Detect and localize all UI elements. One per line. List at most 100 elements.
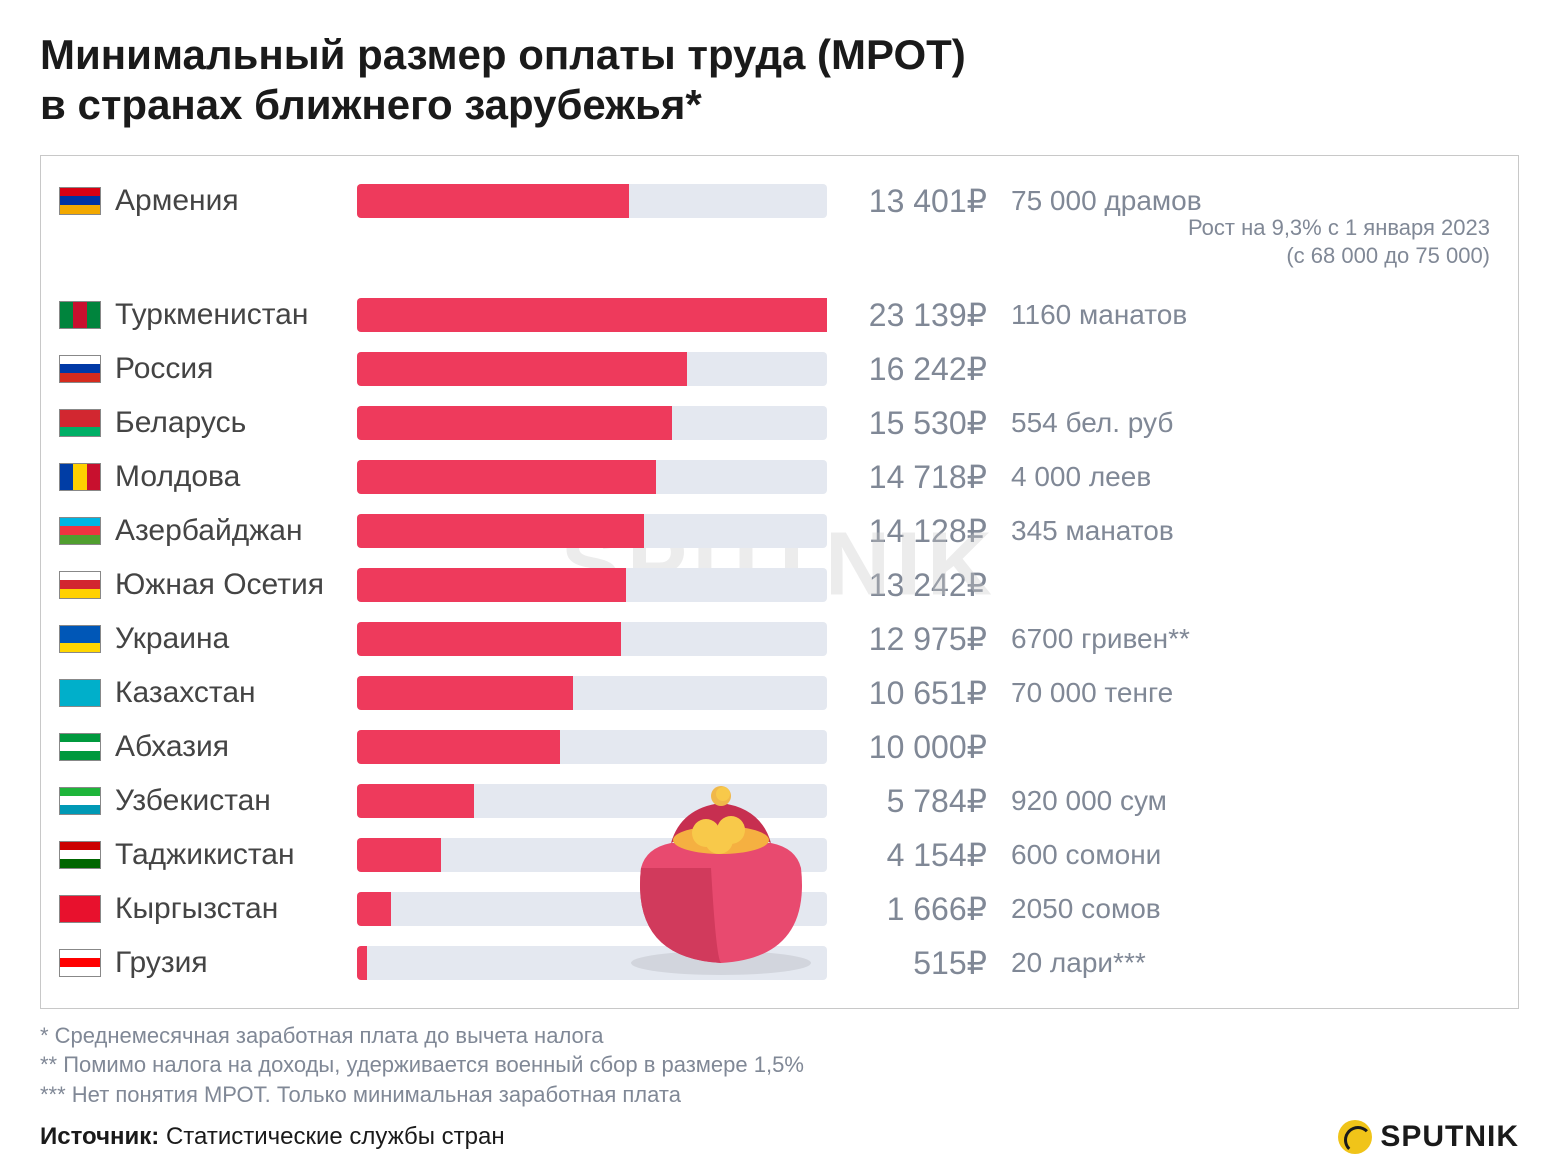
bar-fill	[357, 838, 441, 872]
chart-row: Украина 12 975₽6700 гривен**	[59, 612, 1490, 666]
flag-icon	[59, 895, 101, 923]
value-local: 2050 сомов	[1003, 893, 1161, 925]
subnote-line-1: Рост на 9,3% с 1 января 2023	[1188, 214, 1490, 243]
title-line-2: в странах ближнего зарубежья*	[40, 81, 702, 128]
flag-icon	[59, 571, 101, 599]
chart-row: Казахстан 10 651₽70 000 тенге	[59, 666, 1490, 720]
chart-row: Южная Осетия 13 242₽	[59, 558, 1490, 612]
country-label: Абхазия	[109, 730, 349, 764]
bar-track	[357, 352, 827, 386]
footnote-3: *** Нет понятия МРОТ. Только минимальная…	[40, 1080, 1519, 1110]
bar-fill	[357, 514, 644, 548]
value-local: 70 000 тенге	[1003, 677, 1173, 709]
footnote-1: * Среднемесячная заработная плата до выч…	[40, 1021, 1519, 1051]
value-local: 345 манатов	[1003, 515, 1174, 547]
chart-row: Кыргызстан 1 666₽2050 сомов	[59, 882, 1490, 936]
country-label: Казахстан	[109, 676, 349, 710]
value-local: 75 000 драмов	[1003, 185, 1202, 217]
value-rub: 10 000₽	[835, 728, 995, 766]
value-rub: 12 975₽	[835, 620, 995, 658]
value-rub: 5 784₽	[835, 782, 995, 820]
flag-icon	[59, 409, 101, 437]
country-label: Таджикистан	[109, 838, 349, 872]
country-label: Узбекистан	[109, 784, 349, 818]
bar-track	[357, 622, 827, 656]
country-label: Молдова	[109, 460, 349, 494]
flag-icon	[59, 463, 101, 491]
bar-track	[357, 568, 827, 602]
logo-text: SPUTNIK	[1380, 1120, 1519, 1154]
bar-fill	[357, 568, 626, 602]
logo-icon	[1338, 1120, 1372, 1154]
row-subnote: Рост на 9,3% с 1 января 2023(с 68 000 до…	[1188, 214, 1490, 271]
bar-fill	[357, 622, 621, 656]
chart-row: Грузия515₽20 лари***	[59, 936, 1490, 990]
chart-row: Узбекистан5 784₽920 000 сум	[59, 774, 1490, 828]
source-row: Источник: Статистические службы стран SP…	[40, 1120, 1519, 1154]
chart-container: SPUTNIK Армения13 401₽75 000 драмовТуркм…	[40, 155, 1519, 1009]
country-label: Кыргызстан	[109, 892, 349, 926]
bar-fill	[357, 298, 827, 332]
bar-track	[357, 946, 827, 980]
country-label: Азербайджан	[109, 514, 349, 548]
bar-fill	[357, 352, 687, 386]
chart-row: Молдова 14 718₽4 000 леев	[59, 450, 1490, 504]
page-title: Минимальный размер оплаты труда (МРОТ) в…	[40, 30, 1519, 131]
bar-track	[357, 460, 827, 494]
country-label: Армения	[109, 184, 349, 218]
bar-fill	[357, 406, 672, 440]
flag-icon	[59, 679, 101, 707]
value-rub: 14 128₽	[835, 512, 995, 550]
value-local: 554 бел. руб	[1003, 407, 1173, 439]
chart-row: Азербайджан 14 128₽345 манатов	[59, 504, 1490, 558]
flag-icon	[59, 517, 101, 545]
chart-row: Беларусь 15 530₽554 бел. руб	[59, 396, 1490, 450]
subnote-line-2: (с 68 000 до 75 000)	[1188, 242, 1490, 271]
bar-fill	[357, 892, 391, 926]
source-value: Статистические службы стран	[166, 1123, 505, 1150]
country-label: Южная Осетия	[109, 568, 349, 602]
footnotes: * Среднемесячная заработная плата до выч…	[40, 1021, 1519, 1110]
bar-track	[357, 406, 827, 440]
bar-fill	[357, 184, 629, 218]
country-label: Грузия	[109, 946, 349, 980]
country-label: Беларусь	[109, 406, 349, 440]
bar-track	[357, 514, 827, 548]
value-local: 6700 гривен**	[1003, 623, 1190, 655]
chart-row: Россия 16 242₽	[59, 342, 1490, 396]
value-local: 4 000 леев	[1003, 461, 1151, 493]
bar-track	[357, 892, 827, 926]
value-rub: 4 154₽	[835, 836, 995, 874]
bar-fill	[357, 730, 560, 764]
bar-track	[357, 838, 827, 872]
value-rub: 16 242₽	[835, 350, 995, 388]
bar-fill	[357, 784, 474, 818]
chart-row: Таджикистан 4 154₽600 сомони	[59, 828, 1490, 882]
value-rub: 15 530₽	[835, 404, 995, 442]
flag-icon	[59, 949, 101, 977]
source-text: Источник: Статистические службы стран	[40, 1123, 505, 1151]
bar-fill	[357, 460, 656, 494]
value-rub: 13 242₽	[835, 566, 995, 604]
chart-row: Туркменистан23 139₽1160 манатов	[59, 288, 1490, 342]
value-rub: 10 651₽	[835, 674, 995, 712]
bar-track	[357, 784, 827, 818]
chart-row: Абхазия 10 000₽	[59, 720, 1490, 774]
country-label: Украина	[109, 622, 349, 656]
value-rub: 13 401₽	[835, 182, 995, 220]
value-rub: 1 666₽	[835, 890, 995, 928]
country-label: Туркменистан	[109, 298, 349, 332]
sputnik-logo: SPUTNIK	[1338, 1120, 1519, 1154]
flag-icon	[59, 301, 101, 329]
bar-track	[357, 730, 827, 764]
value-rub: 23 139₽	[835, 296, 995, 334]
footnote-2: ** Помимо налога на доходы, удерживается…	[40, 1050, 1519, 1080]
value-local: 600 сомони	[1003, 839, 1161, 871]
flag-icon	[59, 625, 101, 653]
bar-fill	[357, 946, 367, 980]
title-line-1: Минимальный размер оплаты труда (МРОТ)	[40, 31, 966, 78]
value-rub: 14 718₽	[835, 458, 995, 496]
bar-track	[357, 298, 827, 332]
country-label: Россия	[109, 352, 349, 386]
flag-icon	[59, 841, 101, 869]
